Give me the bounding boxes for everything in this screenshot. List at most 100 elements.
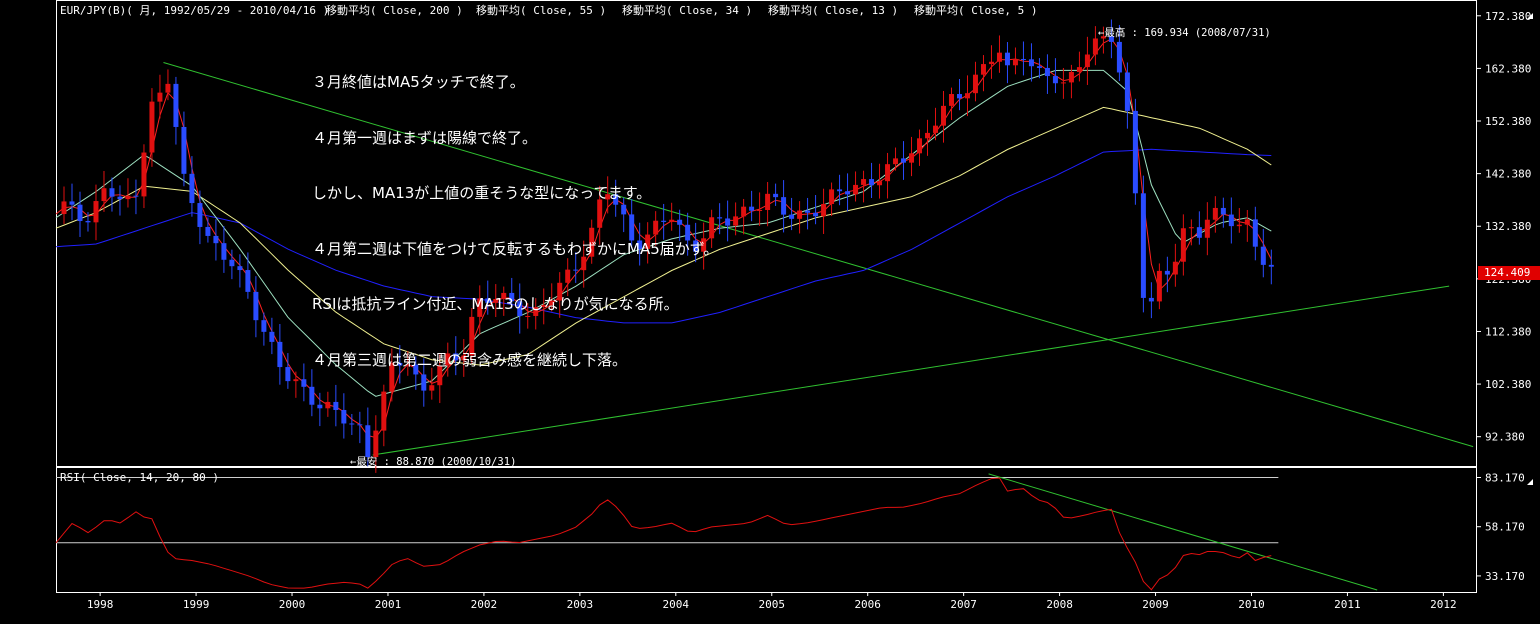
year-tick-label: 2010 xyxy=(1238,598,1265,611)
rsi-label: RSI( Close, 14, 20, 80 ) xyxy=(60,471,219,484)
candle-down xyxy=(845,191,851,195)
candle-down xyxy=(349,423,355,425)
candle-up xyxy=(429,385,435,391)
candle-down xyxy=(269,331,275,342)
candle-up xyxy=(141,152,147,197)
scroll-up-triangle[interactable] xyxy=(1527,13,1533,19)
candle-down xyxy=(309,386,315,405)
candle-down xyxy=(901,158,907,163)
year-tick-label: 2006 xyxy=(854,598,881,611)
candle-up xyxy=(733,216,739,226)
year-tick-label: 2004 xyxy=(663,598,690,611)
candle-up xyxy=(964,93,970,99)
candle-down xyxy=(301,379,307,387)
candle-up xyxy=(980,64,986,75)
candle-up xyxy=(437,365,443,386)
rsi-tick-label: 58.170 xyxy=(1485,521,1525,534)
candle-up xyxy=(381,391,387,431)
candle-up xyxy=(988,61,994,65)
candle-up xyxy=(885,164,891,182)
candle-up xyxy=(1092,38,1098,55)
candle-down xyxy=(1028,59,1034,67)
candle-up xyxy=(581,256,587,271)
candle-up xyxy=(996,52,1002,62)
high-annotation: ←最高 : 169.934 (2008/07/31) xyxy=(1098,26,1271,39)
candle-down xyxy=(1260,246,1266,265)
candle-down xyxy=(789,214,795,219)
candle-up xyxy=(293,379,299,382)
candle-up xyxy=(893,158,899,165)
candle-down xyxy=(1220,207,1226,215)
candle-up xyxy=(533,307,539,316)
year-tick-label: 2011 xyxy=(1334,598,1361,611)
candle-down xyxy=(629,214,635,241)
candle-up xyxy=(925,132,931,139)
candle-down xyxy=(956,94,962,99)
candle-up xyxy=(61,201,67,215)
candle-up xyxy=(1172,261,1178,275)
candle-up xyxy=(1084,54,1090,68)
candle-up xyxy=(541,304,547,308)
candle-up xyxy=(1244,219,1250,225)
candle-up xyxy=(653,220,659,235)
candle-up xyxy=(389,362,395,392)
candle-up xyxy=(373,430,379,458)
candle-up xyxy=(909,153,915,163)
candle-up xyxy=(325,401,331,409)
candle-up xyxy=(941,105,946,126)
year-tick-label: 1999 xyxy=(183,598,210,611)
candle-down xyxy=(637,240,643,249)
candle-down xyxy=(677,219,683,225)
candle-down xyxy=(397,362,403,366)
rsi-tick-label: 33.170 xyxy=(1485,570,1525,583)
ma34-line xyxy=(55,69,1272,397)
candle-up xyxy=(757,210,763,212)
year-tick-label: 1998 xyxy=(87,598,114,611)
candle-down xyxy=(197,203,203,227)
candle-up xyxy=(549,300,555,305)
candle-up xyxy=(101,188,107,202)
year-tick-label: 2000 xyxy=(279,598,306,611)
low-annotation: ←最安 : 88.870 (2000/10/31) xyxy=(350,455,516,468)
ma200-label: 移動平均( Close, 200 ) xyxy=(326,3,463,17)
candle-down xyxy=(1052,76,1058,84)
candle-up xyxy=(1100,36,1106,39)
candle-down xyxy=(621,204,627,215)
note-line: ４月第一週はまずは陽線で終了。 xyxy=(312,128,538,147)
candle-down xyxy=(221,243,227,260)
candle-down xyxy=(685,224,691,241)
price-tick-label: 102.380 xyxy=(1485,378,1531,391)
rsi-trendline xyxy=(988,473,1378,591)
candle-down xyxy=(1148,297,1154,302)
candle-up xyxy=(829,189,835,204)
candle-down xyxy=(117,196,123,200)
scroll-up-triangle[interactable] xyxy=(1527,479,1533,485)
candle-down xyxy=(253,291,259,321)
candle-up xyxy=(1204,219,1210,238)
commentary-notes: ３月終値はMA5タッチで終了。 ４月第一週はまずは陽線で終了。 しかし、MA13… xyxy=(312,36,718,406)
candle-down xyxy=(1196,227,1202,238)
candle-down xyxy=(181,126,187,174)
candle-up xyxy=(709,217,715,239)
year-tick-label: 2007 xyxy=(950,598,977,611)
candle-down xyxy=(485,298,491,303)
candle-down xyxy=(1036,66,1042,68)
candle-down xyxy=(333,401,339,410)
candle-down xyxy=(69,201,75,205)
candle-up xyxy=(1180,228,1186,262)
candle-down xyxy=(261,320,267,332)
candle-up xyxy=(669,219,675,222)
symbol-label: EUR/JPY(B)( 月, 1992/05/29 - 2010/04/16 ) xyxy=(60,4,329,17)
candle-up xyxy=(501,292,507,299)
candle-up xyxy=(461,355,467,361)
year-tick-label: 2012 xyxy=(1430,598,1457,611)
price-tick-label: 162.380 xyxy=(1485,62,1531,75)
candle-up xyxy=(405,364,411,366)
candle-down xyxy=(1164,270,1170,275)
candle-down xyxy=(1140,193,1146,298)
candle-down xyxy=(413,364,419,375)
ma5-label: 移動平均( Close, 5 ) xyxy=(914,3,1037,17)
candle-up xyxy=(861,179,867,185)
year-tick-label: 2001 xyxy=(375,598,402,611)
